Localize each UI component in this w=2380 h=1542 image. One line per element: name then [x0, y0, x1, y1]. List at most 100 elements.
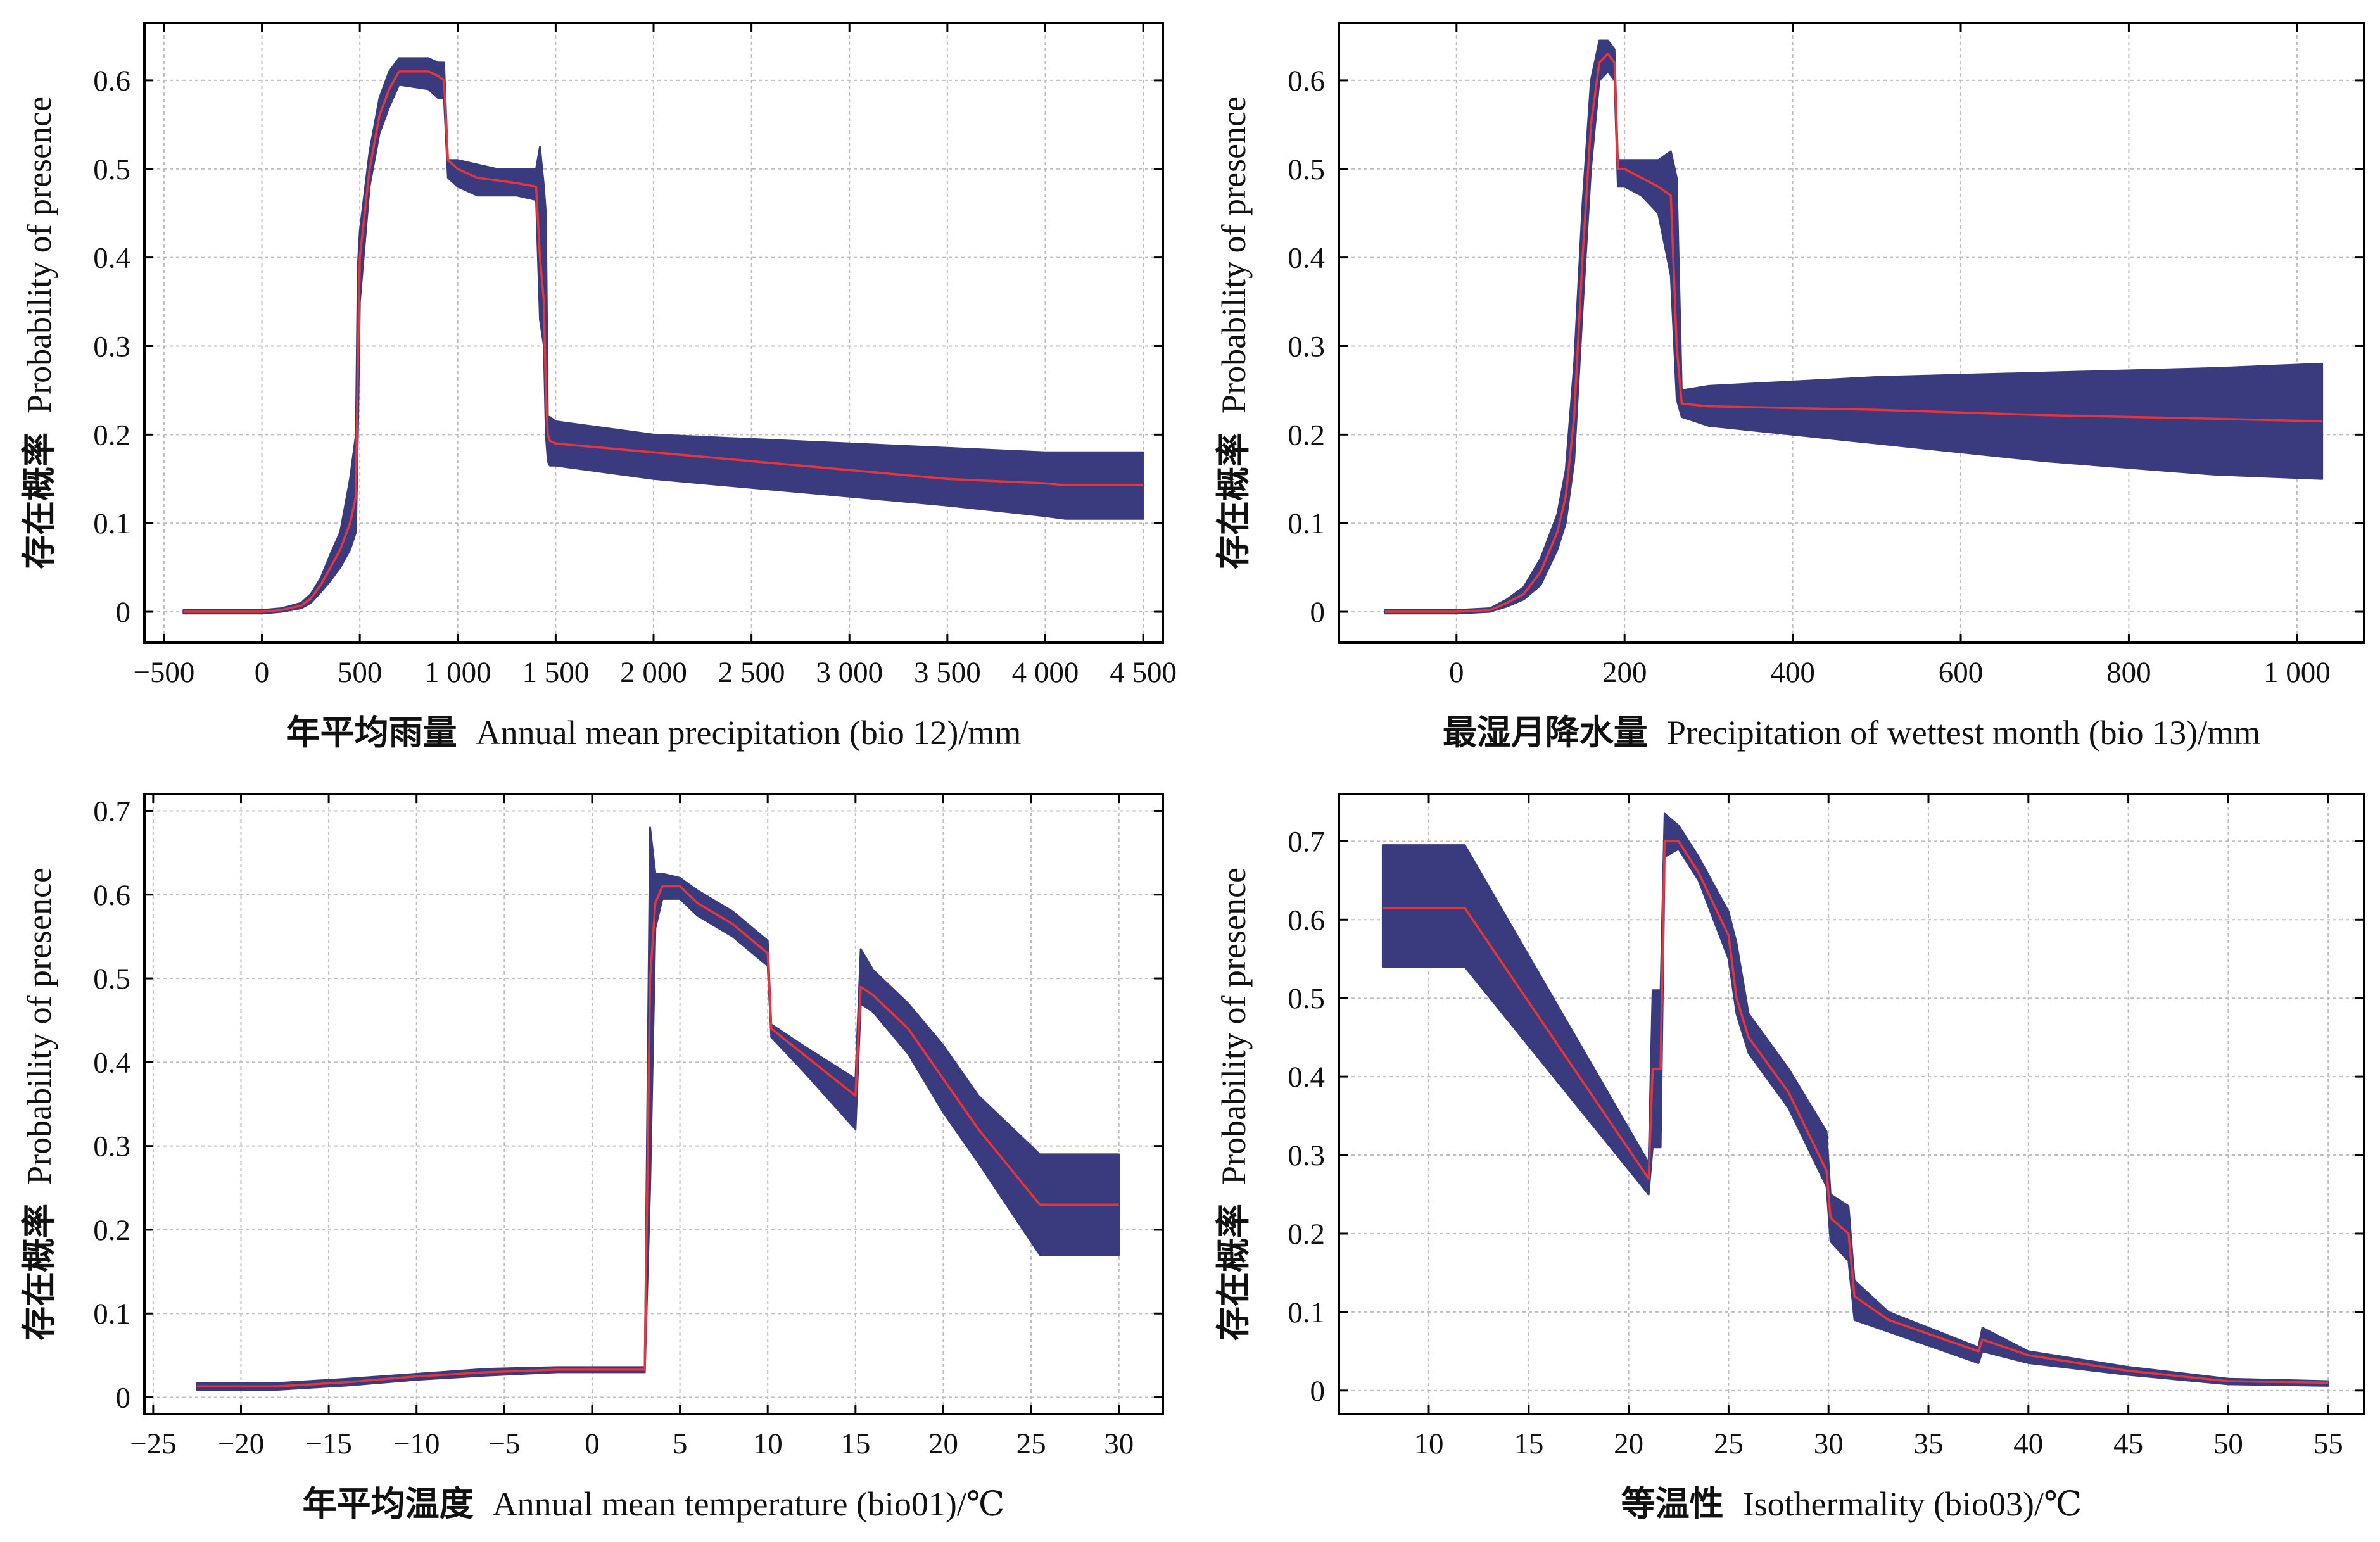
x-tick-label: 10: [1414, 1427, 1444, 1460]
y-tick-label: 0.3: [1288, 1139, 1325, 1172]
x-tick-label: 50: [2213, 1427, 2243, 1460]
x-axis-title-cn: 最湿月降水量: [1443, 714, 1648, 752]
mean-response-line: [1383, 840, 2329, 1384]
x-axis-title-en: Precipitation of wettest month (bio 13)/…: [1667, 714, 2260, 752]
y-tick-label: 0.6: [1288, 65, 1325, 98]
y-tick-label: 0.7: [1288, 825, 1325, 858]
x-tick-label: 0: [585, 1427, 600, 1460]
y-axis-title-en: Probability of presence: [1215, 96, 1253, 414]
x-tick-label: −15: [305, 1427, 352, 1460]
x-tick-label: 1 000: [2263, 656, 2331, 689]
x-tick-label: 600: [1939, 656, 1984, 689]
x-tick-label: 40: [2013, 1427, 2043, 1460]
y-tick-label: 0.3: [93, 1130, 130, 1163]
x-tick-label: 30: [1814, 1427, 1844, 1460]
x-axis-title-en: Annual mean temperature (bio01)/℃: [493, 1485, 1005, 1523]
y-tick-label: 0.2: [93, 419, 130, 452]
y-axis-title-cn: 存在概率: [20, 433, 58, 569]
x-tick-label: 200: [1602, 656, 1647, 689]
y-tick-label: 0.5: [1288, 153, 1325, 186]
mean-response-line: [197, 885, 1119, 1388]
chart-panel-3: −25 −20 −15 −10 −5 0 5 10 15 20 25 30 0 0.1 0.2 0.3 0.4 0…: [20, 793, 1164, 1523]
x-tick-label: 30: [1104, 1427, 1134, 1460]
y-axis-title-en: Probability of presence: [20, 868, 58, 1185]
y-axis-title-cn: 存在概率: [1215, 433, 1253, 569]
chart-panel-2: 0 200 400 600 800 1 000 0 0.1 0.2 0.3 0.4 0.5 0.6 最湿月…: [1215, 22, 2365, 752]
y-axis-title: 存在概率 Probability of presence: [20, 96, 58, 569]
y-tick-label: 0: [1310, 596, 1326, 629]
y-tick-label: 0.3: [93, 330, 130, 363]
y-axis-title-cn: 存在概率: [20, 1204, 58, 1341]
y-tick-label: 0: [116, 1382, 131, 1415]
x-axis-title-cn: 等温性: [1621, 1485, 1724, 1523]
mean-response-line: [183, 70, 1144, 613]
x-tick-label: 4 500: [1110, 656, 1177, 689]
y-tick-label: 0.4: [1288, 1061, 1325, 1094]
x-tick-label: 10: [753, 1427, 783, 1460]
x-tick-label: 3 500: [914, 656, 981, 689]
y-axis-title: 存在概率 Probability of presence: [1215, 96, 1253, 569]
x-tick-label: 35: [1914, 1427, 1944, 1460]
x-axis-title: 年平均雨量 Annual mean precipitation (bio 12)/…: [286, 714, 1022, 752]
y-tick-label: 0.6: [93, 65, 130, 98]
y-axis-title-en: Probability of presence: [1215, 868, 1253, 1185]
x-axis-title: 年平均温度 Annual mean temperature (bio01)/℃: [303, 1485, 1005, 1523]
y-tick-label: 0.6: [93, 879, 130, 912]
y-tick-label: 0.2: [1288, 419, 1325, 452]
x-tick-label: 2 500: [718, 656, 785, 689]
y-tick-label: 0.6: [1288, 904, 1325, 937]
x-tick-label: 400: [1770, 656, 1815, 689]
x-tick-label: −10: [393, 1427, 440, 1460]
x-tick-label: −5: [488, 1427, 520, 1460]
confidence-band: [1384, 39, 2324, 615]
x-tick-label: −500: [133, 656, 194, 689]
x-tick-label: 800: [2106, 656, 2151, 689]
x-axis-title-en: Annual mean precipitation (bio 12)/mm: [476, 714, 1022, 752]
y-axis-title: 存在概率 Probability of presence: [20, 868, 58, 1341]
plot-frame: [1338, 22, 2365, 644]
confidence-band: [182, 57, 1144, 615]
chart-panel-4: 10 15 20 25 30 35 40 45 50 55 0 0.1 0.2 0.3 0.4 0.5 0.6 0…: [1215, 793, 2365, 1523]
y-tick-label: 0: [1310, 1375, 1326, 1408]
x-tick-label: 20: [1614, 1427, 1643, 1460]
x-axis-title-cn: 年平均温度: [303, 1485, 474, 1523]
x-tick-label: 55: [2314, 1427, 2343, 1460]
y-axis-title-en: Probability of presence: [20, 96, 58, 414]
y-tick-label: 0.2: [93, 1214, 130, 1247]
y-tick-label: 0.7: [93, 795, 130, 828]
x-axis-title: 等温性 Isothermality (bio03)/℃: [1621, 1485, 2082, 1523]
mean-response-line: [1385, 53, 2322, 613]
x-tick-label: 25: [1016, 1427, 1046, 1460]
y-tick-label: 0.1: [1288, 1296, 1325, 1329]
confidence-band: [196, 826, 1120, 1391]
y-tick-label: 0.3: [1288, 330, 1325, 363]
x-tick-label: 5: [673, 1427, 688, 1460]
x-axis-title: 最湿月降水量 Precipitation of wettest month (bi…: [1443, 714, 2260, 752]
y-tick-label: 0: [116, 596, 131, 629]
x-tick-label: 0: [255, 656, 270, 689]
x-axis-title-en: Isothermality (bio03)/℃: [1743, 1485, 2082, 1523]
x-tick-label: −25: [130, 1427, 177, 1460]
y-tick-label: 0.2: [1288, 1218, 1325, 1251]
y-tick-label: 0.1: [93, 507, 130, 540]
x-tick-label: 25: [1714, 1427, 1744, 1460]
x-tick-label: 15: [1514, 1427, 1543, 1460]
x-tick-label: 15: [840, 1427, 870, 1460]
x-tick-label: 0: [1449, 656, 1464, 689]
confidence-band: [1381, 812, 2329, 1387]
y-tick-label: 0.4: [1288, 242, 1325, 275]
y-tick-label: 0.5: [93, 963, 130, 995]
y-tick-label: 0.5: [93, 153, 130, 186]
x-tick-label: 2 000: [620, 656, 687, 689]
y-tick-label: 0.1: [1288, 507, 1325, 540]
x-tick-label: 45: [2113, 1427, 2143, 1460]
x-tick-label: 1 000: [424, 656, 491, 689]
chart-panel-1: −500 0 500 1 000 1 500 2 000 2 500 3 000 3 500 4 …: [20, 22, 1177, 752]
plot-frame: [143, 793, 1164, 1415]
x-tick-label: −20: [218, 1427, 265, 1460]
y-tick-label: 0.4: [93, 1046, 130, 1079]
x-tick-label: 20: [928, 1427, 958, 1460]
y-tick-label: 0.1: [93, 1298, 130, 1330]
y-axis-title-cn: 存在概率: [1215, 1204, 1253, 1341]
